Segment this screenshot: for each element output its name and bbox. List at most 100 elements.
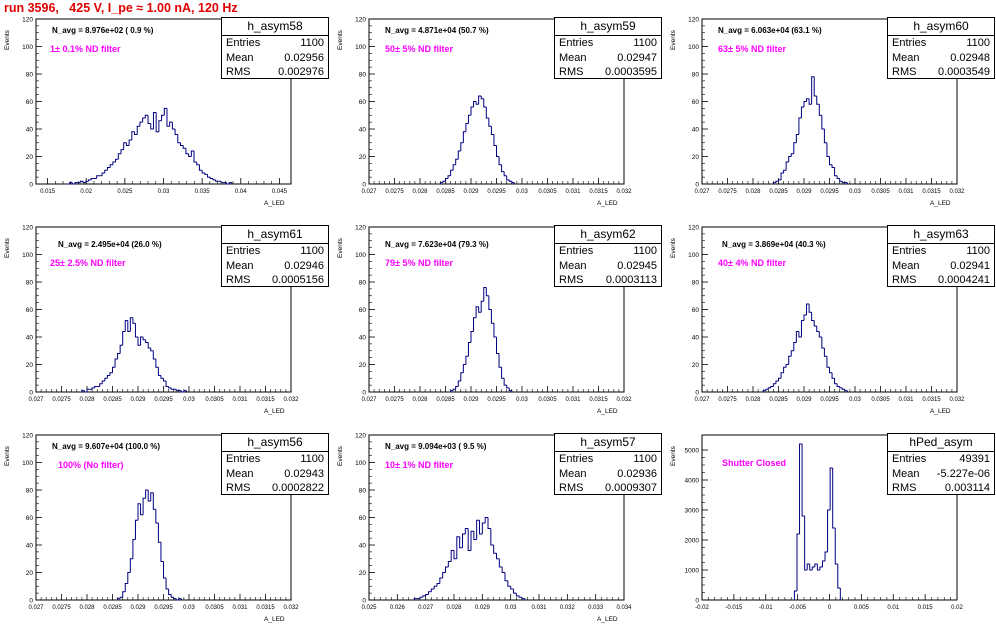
filter-label: 100% (No filter) <box>58 460 124 470</box>
histogram-bin <box>101 172 105 176</box>
histogram-bin <box>104 169 108 173</box>
x-tick-label: 0.0315 <box>922 189 941 195</box>
histogram-bin <box>137 337 141 346</box>
stat-row-rms: RMS 0.0004241 <box>888 273 994 288</box>
histogram-bin <box>806 98 810 102</box>
histogram-plot: 0 20 40 60 80 100 120 0.027 0.0275 0.028 0.0285 0.0… <box>688 17 965 196</box>
histogram-bin <box>506 175 510 181</box>
filter-label: 40± 4% ND filter <box>718 258 786 268</box>
histogram-plot: 0 20 40 60 80 100 120 0.027 0.0275 0.028 0.0285 0.0… <box>355 17 632 196</box>
y-tick-label: 20 <box>359 570 367 577</box>
histogram-bin <box>788 156 792 162</box>
histogram-bin <box>504 572 508 582</box>
histogram-bin <box>106 375 110 379</box>
histogram-bin <box>136 125 140 135</box>
histogram-bin <box>425 594 429 596</box>
histogram-pad-h_asym56: 0 20 40 60 80 100 120 0.027 0.0275 0.028 0.0285 0.0… <box>0 430 330 636</box>
x-tick-label: 0.0295 <box>820 189 839 195</box>
y-tick-label: 0 <box>29 390 33 397</box>
histogram-bin <box>144 114 149 118</box>
histogram-bin <box>796 533 800 591</box>
stat-row-entries: Entries 1100 <box>222 452 328 467</box>
histogram-bin <box>215 179 219 182</box>
histogram-bin <box>152 112 157 129</box>
x-tick-label: 0.045 <box>272 189 288 195</box>
y-tick-label: 4000 <box>685 478 700 485</box>
x-tick-label: 0.0295 <box>820 397 839 403</box>
histogram-bin <box>71 182 76 185</box>
stat-value: 0.02936 <box>617 467 657 480</box>
histogram-bin <box>447 561 452 567</box>
x-axis-label: A_LED <box>597 408 618 415</box>
histogram-bin <box>81 390 85 392</box>
histogram-bin <box>826 142 830 157</box>
histogram-bin <box>104 377 108 381</box>
histogram-bin <box>775 180 779 183</box>
histogram-bin <box>793 142 797 154</box>
histogram-bin <box>155 509 159 524</box>
histogram-name: h_asym56 <box>222 434 328 452</box>
histogram-bin <box>132 539 136 559</box>
y-tick-label: 40 <box>26 543 34 550</box>
histogram-bin <box>476 519 480 540</box>
histogram-bin <box>800 106 804 118</box>
y-tick-label: 20 <box>359 154 367 161</box>
stat-value: 1100 <box>300 453 324 465</box>
y-axis-label: Events <box>4 30 11 50</box>
stat-row-rms: RMS 0.002976 <box>222 65 328 80</box>
navg-label: N_avg = 2.495e+04 (26.0 %) <box>58 240 162 249</box>
x-tick-label: 0.025 <box>361 605 377 611</box>
x-tick-label: 0.033 <box>588 605 604 611</box>
histogram-bin <box>112 366 116 373</box>
histogram-plot: 0 20 40 60 80 100 120 0.027 0.0275 0.028 0.0285 0.0… <box>22 433 299 612</box>
histogram-bin <box>129 317 133 332</box>
x-tick-label: 0.031 <box>898 397 914 403</box>
histogram-bin <box>452 164 456 171</box>
y-tick-label: 80 <box>359 488 367 495</box>
stat-row-rms: RMS 0.0005156 <box>222 273 328 288</box>
y-tick-label: 40 <box>359 543 367 550</box>
x-tick-label: 0.0315 <box>256 605 275 611</box>
stat-value: 0.02947 <box>617 51 657 64</box>
y-tick-label: 0 <box>695 390 699 397</box>
stat-label: Entries <box>892 37 927 49</box>
x-tick-label: 0.035 <box>195 189 211 195</box>
histogram-bin <box>90 178 94 180</box>
stat-label: Mean <box>892 51 920 64</box>
histogram-bin <box>803 101 807 107</box>
x-tick-label: 0.032 <box>949 397 965 403</box>
x-tick-label: 0.0305 <box>871 189 890 195</box>
filter-label: 25± 2.5% ND filter <box>50 258 126 268</box>
histogram-bin <box>493 545 497 554</box>
histogram-bin <box>178 598 182 600</box>
x-tick-label: 0.0295 <box>487 397 506 403</box>
histogram-bins <box>450 287 513 392</box>
stat-value: 0.02946 <box>284 259 324 272</box>
histogram-bin <box>150 348 154 352</box>
histogram-bin <box>467 114 471 124</box>
x-tick-label: 0.015 <box>918 605 934 611</box>
x-tick-label: 0.027 <box>28 605 44 611</box>
x-tick-label: 0.0315 <box>922 397 941 403</box>
x-tick-label: 0.031 <box>565 397 581 403</box>
histogram-bin <box>515 593 520 597</box>
histogram-bin <box>778 377 782 381</box>
histogram-bin <box>439 182 443 184</box>
stat-label: RMS <box>559 66 584 78</box>
histogram-bin <box>74 182 78 184</box>
histogram-bin <box>816 564 820 571</box>
histogram-bin <box>778 179 782 182</box>
y-tick-label: 100 <box>22 252 33 259</box>
histogram-bin <box>119 344 123 354</box>
histogram-bin <box>137 503 141 521</box>
x-tick-label: 0.0295 <box>154 605 173 611</box>
y-axis-label: Events <box>337 30 344 50</box>
y-axis-label: Events <box>670 30 677 50</box>
histogram-bin <box>465 123 469 132</box>
x-tick-label: 0.02 <box>80 189 92 195</box>
histogram-bin <box>460 372 464 381</box>
histogram-bin <box>813 320 817 327</box>
y-tick-label: 80 <box>26 280 34 287</box>
y-tick-label: 40 <box>359 127 367 134</box>
canvas-grid: 0 20 40 60 80 100 120 0.015 0.02 0.025 0.03 0.035 0.… <box>4 17 995 623</box>
